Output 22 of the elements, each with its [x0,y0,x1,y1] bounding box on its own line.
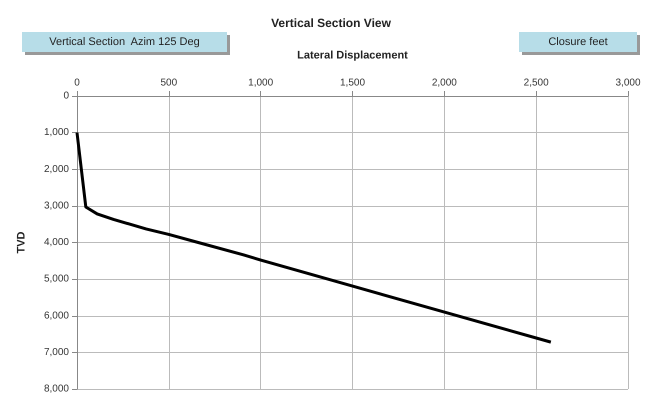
x-tick-label: 1,500 [340,78,366,88]
x-axis-title: Lateral Displacement [297,50,408,62]
y-tick-label: 3,000 [44,200,70,212]
chart-title: Vertical Section View [271,16,392,30]
x-tick-label: 1,000 [248,78,274,88]
x-tick-label: 0 [74,78,80,88]
y-tick-label: 5,000 [44,274,70,285]
y-tick-label: 4,000 [44,237,70,248]
x-tick-label: 2,000 [432,78,458,88]
y-axis-title: TVD [16,231,28,254]
y-tick-label: 6,000 [44,310,70,322]
y-tick-label: 1,000 [44,127,70,138]
x-tick-label: 500 [160,78,178,88]
y-tick-label: 8,000 [44,384,70,394]
x-tick-label: 2,500 [524,78,550,88]
x-tick-label: 3,000 [615,78,641,88]
y-tick-label: 7,000 [44,346,70,358]
y-tick-label: 2,000 [44,164,70,175]
line-series [76,131,552,344]
text: Closure feet [548,36,608,48]
text: Vertical Section Azim 125 Deg [49,36,200,48]
y-tick-label: 0 [63,90,70,102]
